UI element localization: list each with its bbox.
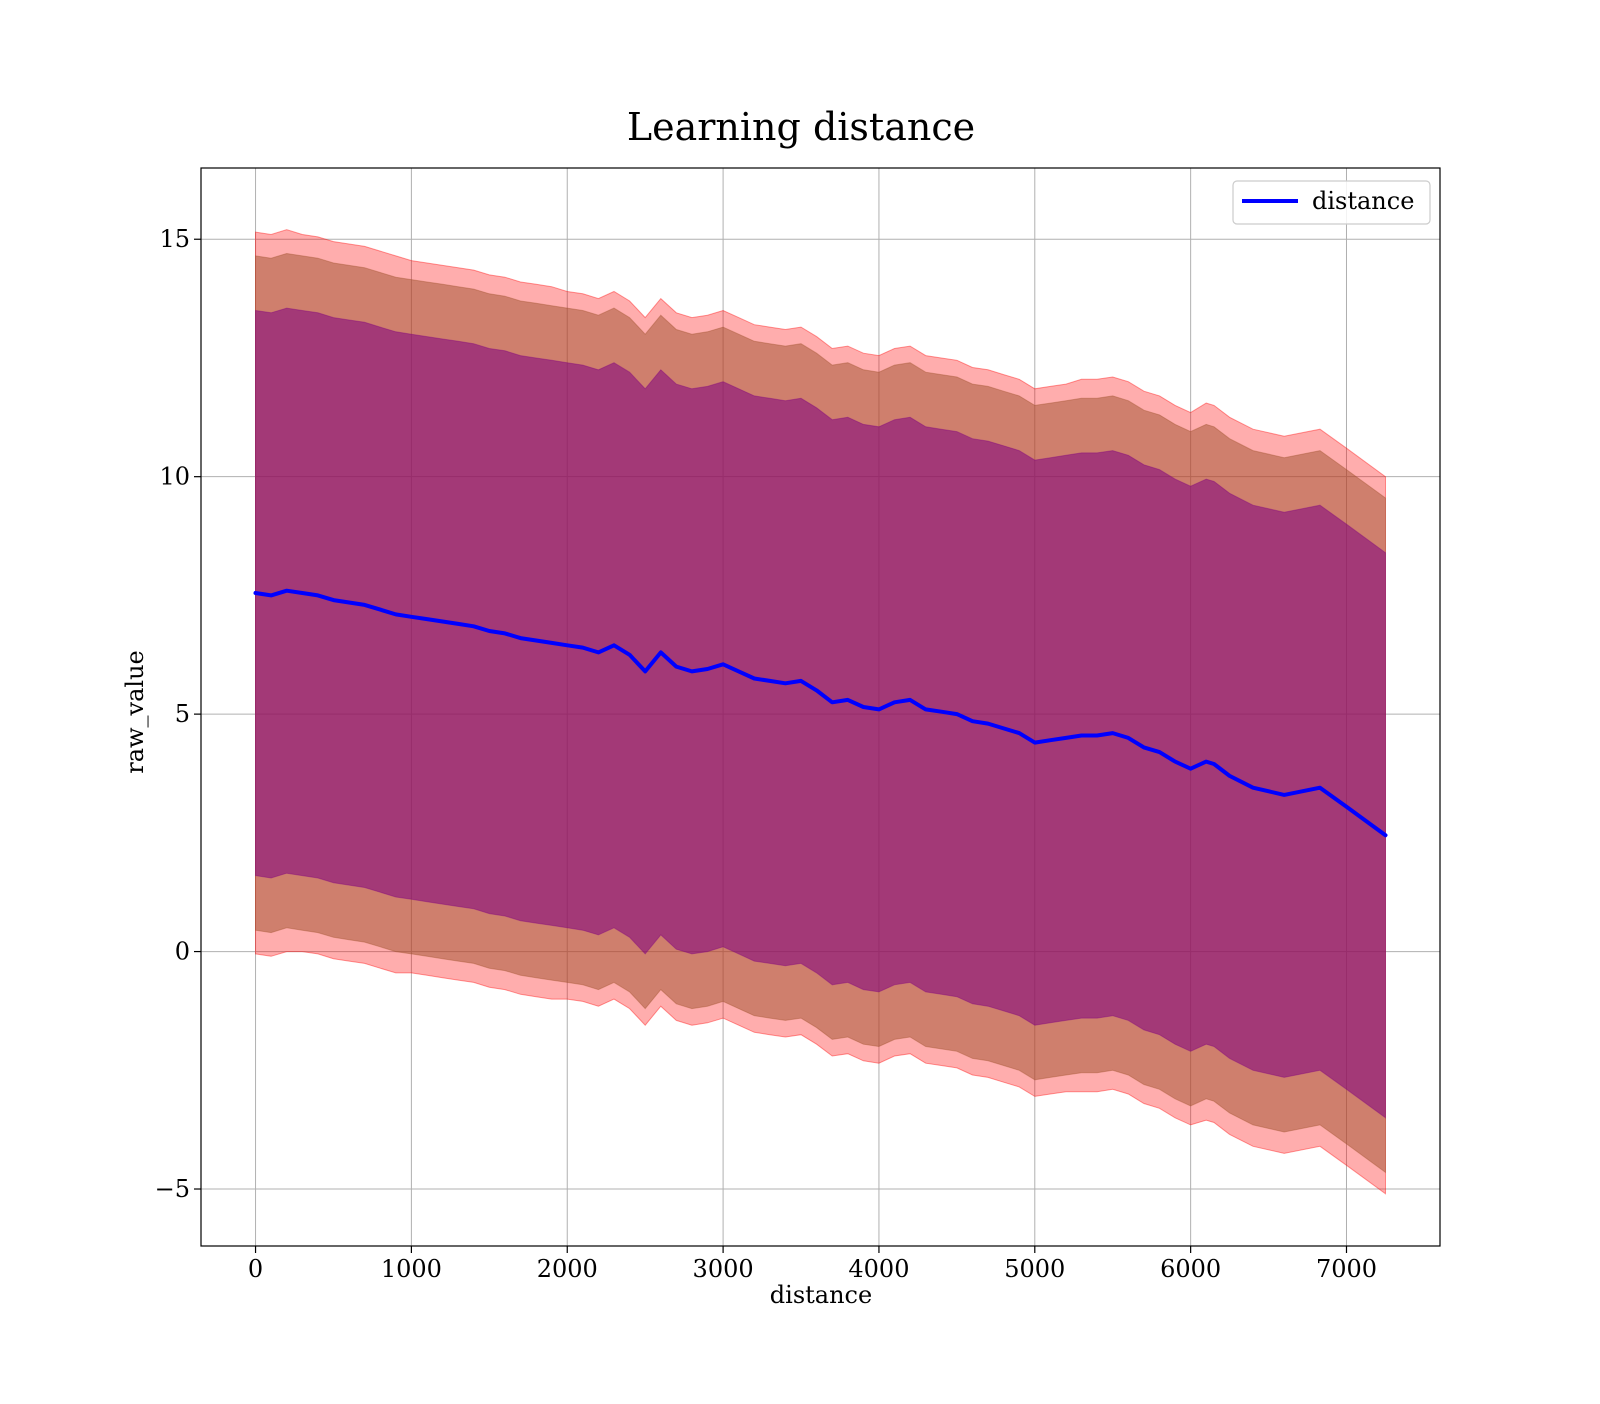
- confidence-bands: [255, 229, 1386, 1195]
- y-tick-label: 15: [159, 225, 190, 253]
- band-inner: [255, 307, 1386, 1119]
- axis-ticks: 0 1000 2000 3000 4000 5000 6000 7000 −5 0 5 10 15: [155, 225, 1377, 1283]
- y-axis-label: raw_value: [121, 650, 149, 774]
- legend-label: distance: [1312, 187, 1414, 215]
- x-tick-label: 5000: [1004, 1255, 1065, 1283]
- plot-frame: [200, 167, 1441, 1247]
- y-tick-label: 5: [175, 700, 190, 728]
- series-line-distance: [253, 588, 1388, 838]
- legend-box: [1232, 180, 1431, 225]
- series-lines: [253, 588, 1388, 838]
- x-tick-label: 2000: [537, 1255, 598, 1283]
- x-tick-label: 0: [248, 1255, 263, 1283]
- legend: distance: [1232, 180, 1431, 225]
- x-tick-label: 7000: [1316, 1255, 1377, 1283]
- y-tick-label: 10: [159, 463, 190, 491]
- y-tick-label: −5: [155, 1175, 190, 1203]
- x-tick-label: 1000: [381, 1255, 442, 1283]
- y-tick-label: 0: [175, 938, 190, 966]
- x-tick-label: 6000: [1160, 1255, 1221, 1283]
- x-tick-label: 3000: [693, 1255, 754, 1283]
- x-axis-label: distance: [770, 1281, 872, 1309]
- x-tick-label: 4000: [848, 1255, 909, 1283]
- chart-title: Learning distance: [627, 105, 975, 149]
